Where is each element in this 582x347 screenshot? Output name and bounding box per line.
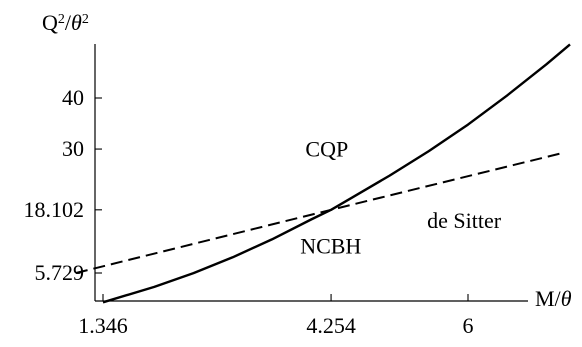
x-tick-label-0: 1.346 [78,313,128,338]
y-tick-label-3: 40 [62,85,84,110]
region-label-1: de Sitter [427,208,502,233]
x-tick-label-1: 4.254 [306,313,356,338]
dashed-line [75,152,563,274]
y-tick-label-1: 18.102 [24,197,85,222]
annotations-group: CQP de Sitter NCBH [300,137,502,259]
region-label-0: CQP [305,137,348,162]
x-tick-label-2: 6 [463,313,474,338]
y-tick-label-0: 5.729 [35,260,85,285]
solid-curve [102,43,571,304]
series-group [75,43,571,304]
y-tick-label-2: 30 [62,136,84,161]
x-axis-label: M/θ [535,286,572,311]
axes [94,44,528,302]
region-label-2: NCBH [300,234,361,259]
ticks-group: 1.346 4.254 6 5.729 18.102 30 40 [24,85,474,338]
y-axis-label: Q2/θ2 [42,10,89,35]
